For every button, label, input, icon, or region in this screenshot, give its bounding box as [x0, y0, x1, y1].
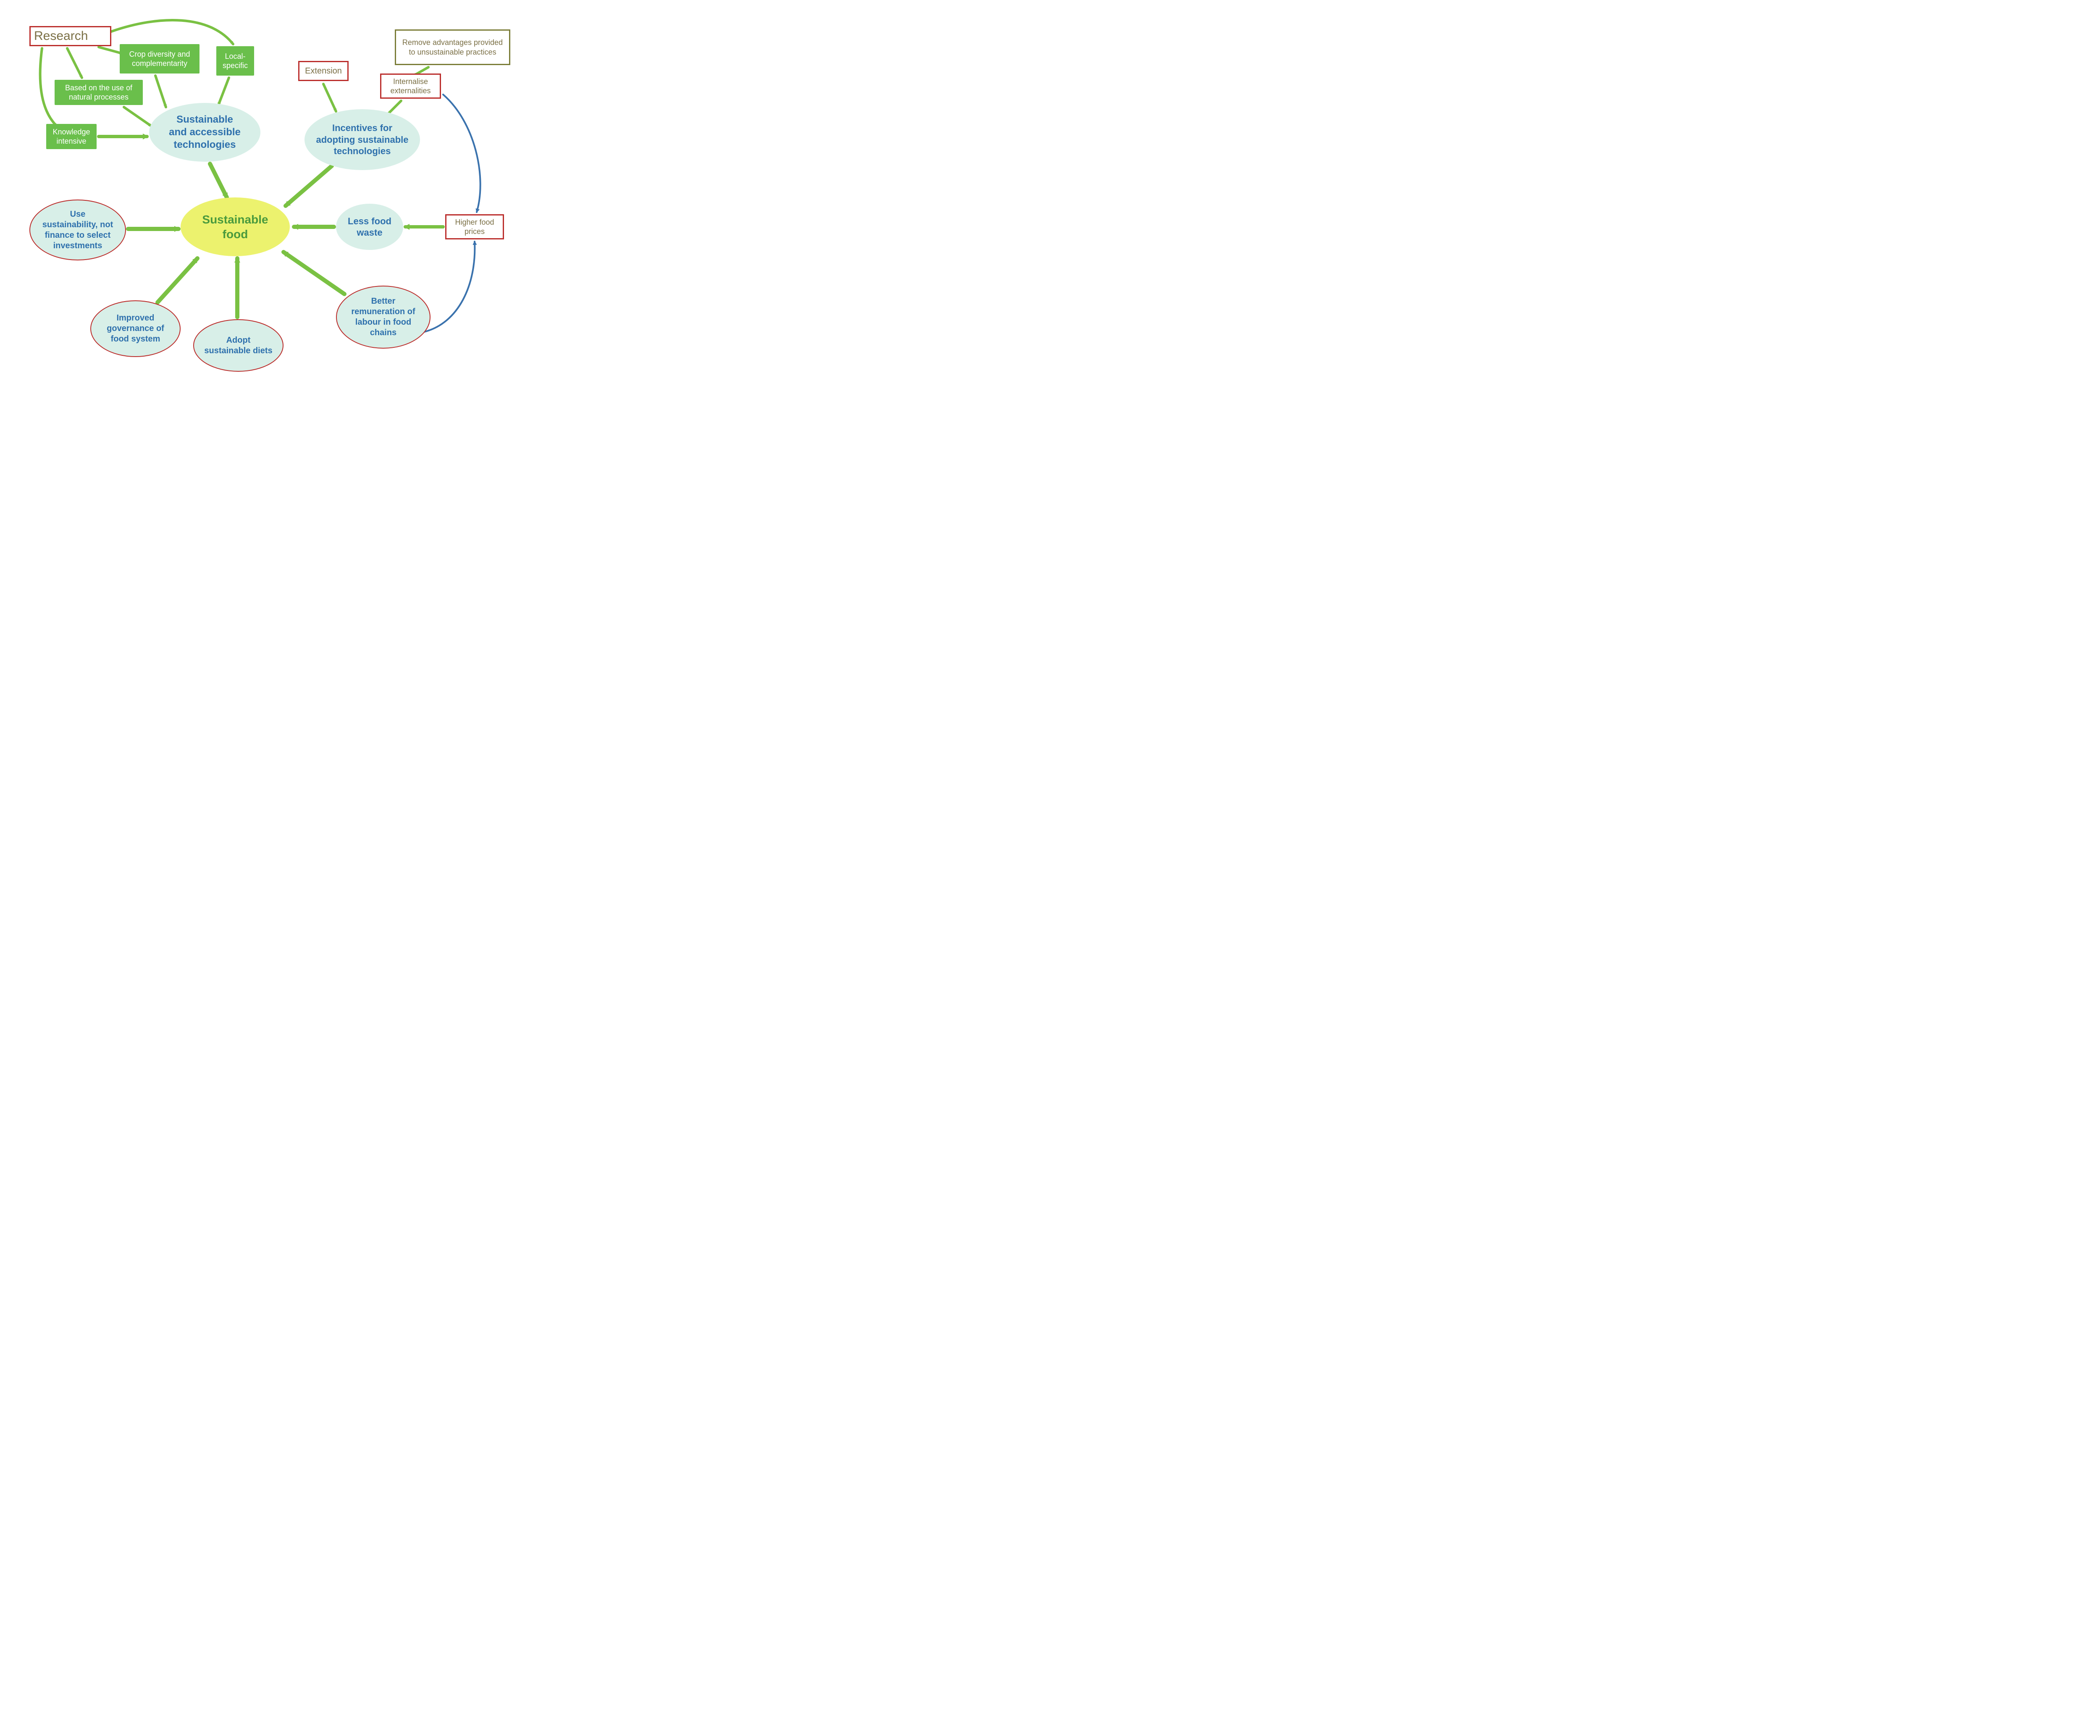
- node-label: Internalise externalities: [385, 77, 436, 96]
- node-label: Based on the use of natural processes: [58, 83, 139, 102]
- node-based: Based on the use of natural processes: [55, 80, 143, 105]
- edge-remuneration: [424, 242, 475, 332]
- node-lesswaste: Less food waste: [336, 204, 403, 250]
- node-label: Use sustainability, not finance to selec…: [42, 209, 113, 251]
- edge-extension: [323, 84, 336, 111]
- edge-local: [218, 78, 229, 105]
- edge-internalise: [443, 95, 480, 212]
- node-extension: Extension: [298, 61, 349, 81]
- node-label: Less food waste: [348, 215, 391, 239]
- edge-governance: [158, 258, 197, 302]
- node-label: Improved governance of food system: [107, 313, 164, 344]
- edge-sustech: [210, 164, 227, 197]
- edge-remuneration: [284, 252, 344, 294]
- node-research: Research: [29, 26, 111, 46]
- node-label: Sustainable and accessible technologies: [169, 113, 241, 151]
- node-label: Higher food prices: [450, 218, 499, 236]
- diagram-canvas: Research Crop diversity and complementari…: [0, 0, 546, 386]
- node-knowledge: Knowledge intensive: [46, 124, 97, 149]
- node-internalise: Internalise externalities: [380, 74, 441, 99]
- node-label: Remove advantages provided to unsustaina…: [399, 38, 506, 57]
- node-diets: Adopt sustainable diets: [193, 319, 284, 372]
- node-governance: Improved governance of food system: [90, 300, 181, 357]
- node-remuneration: Better remuneration of labour in food ch…: [336, 286, 430, 349]
- node-label: Knowledge intensive: [50, 127, 93, 146]
- node-label: Research: [34, 28, 88, 44]
- node-center: Sustainable food: [181, 197, 290, 256]
- node-label: Adopt sustainable diets: [204, 335, 272, 356]
- edge-research: [99, 47, 122, 53]
- edge-crop: [155, 76, 166, 107]
- node-label: Crop diversity and complementarity: [123, 50, 196, 68]
- node-label: Extension: [305, 66, 342, 76]
- node-use_sust: Use sustainability, not finance to selec…: [29, 200, 126, 260]
- node-label: Better remuneration of labour in food ch…: [351, 296, 415, 338]
- node-label: Local- specific: [223, 52, 248, 71]
- edge-research: [67, 48, 82, 78]
- node-label: Incentives for adopting sustainable tech…: [316, 122, 408, 157]
- edge-incentives: [286, 166, 332, 206]
- edge-based: [124, 107, 151, 126]
- node-label: Sustainable food: [202, 212, 268, 242]
- node-local: Local- specific: [216, 46, 254, 76]
- edge-research: [111, 20, 233, 44]
- node-incentives: Incentives for adopting sustainable tech…: [304, 109, 420, 170]
- node-crop: Crop diversity and complementarity: [120, 44, 200, 74]
- node-remove: Remove advantages provided to unsustaina…: [395, 29, 510, 65]
- node-sustech: Sustainable and accessible technologies: [149, 103, 260, 162]
- node-higher: Higher food prices: [445, 214, 504, 239]
